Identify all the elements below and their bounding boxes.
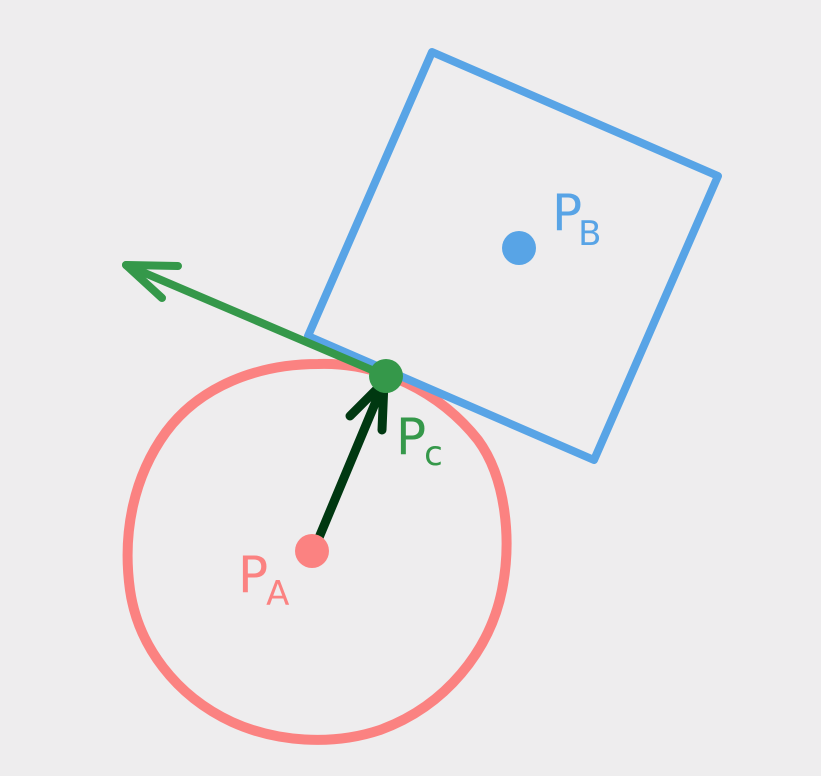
point-a-label-main: P [238,546,268,604]
point-a-dot [295,534,329,568]
normal-arrow-shaft [313,377,389,545]
point-a-label: PA [238,546,289,614]
point-a-label-sub: A [266,574,289,614]
contact-point-dot [369,359,403,393]
contact-point-label-sub: c [424,434,443,474]
circle-body-a [122,358,512,745]
contact-direction-arrow-head [122,261,182,302]
point-b-label-main: P [552,184,582,242]
square-body-b [304,48,722,464]
point-b-label: PB [552,184,601,254]
contact-point-label: Pc [396,408,443,474]
point-b-label-sub: B [578,214,601,254]
contact-point-label-main: P [396,408,426,466]
contact-direction-arrow-shaft [122,261,390,380]
point-b-dot [502,231,536,265]
